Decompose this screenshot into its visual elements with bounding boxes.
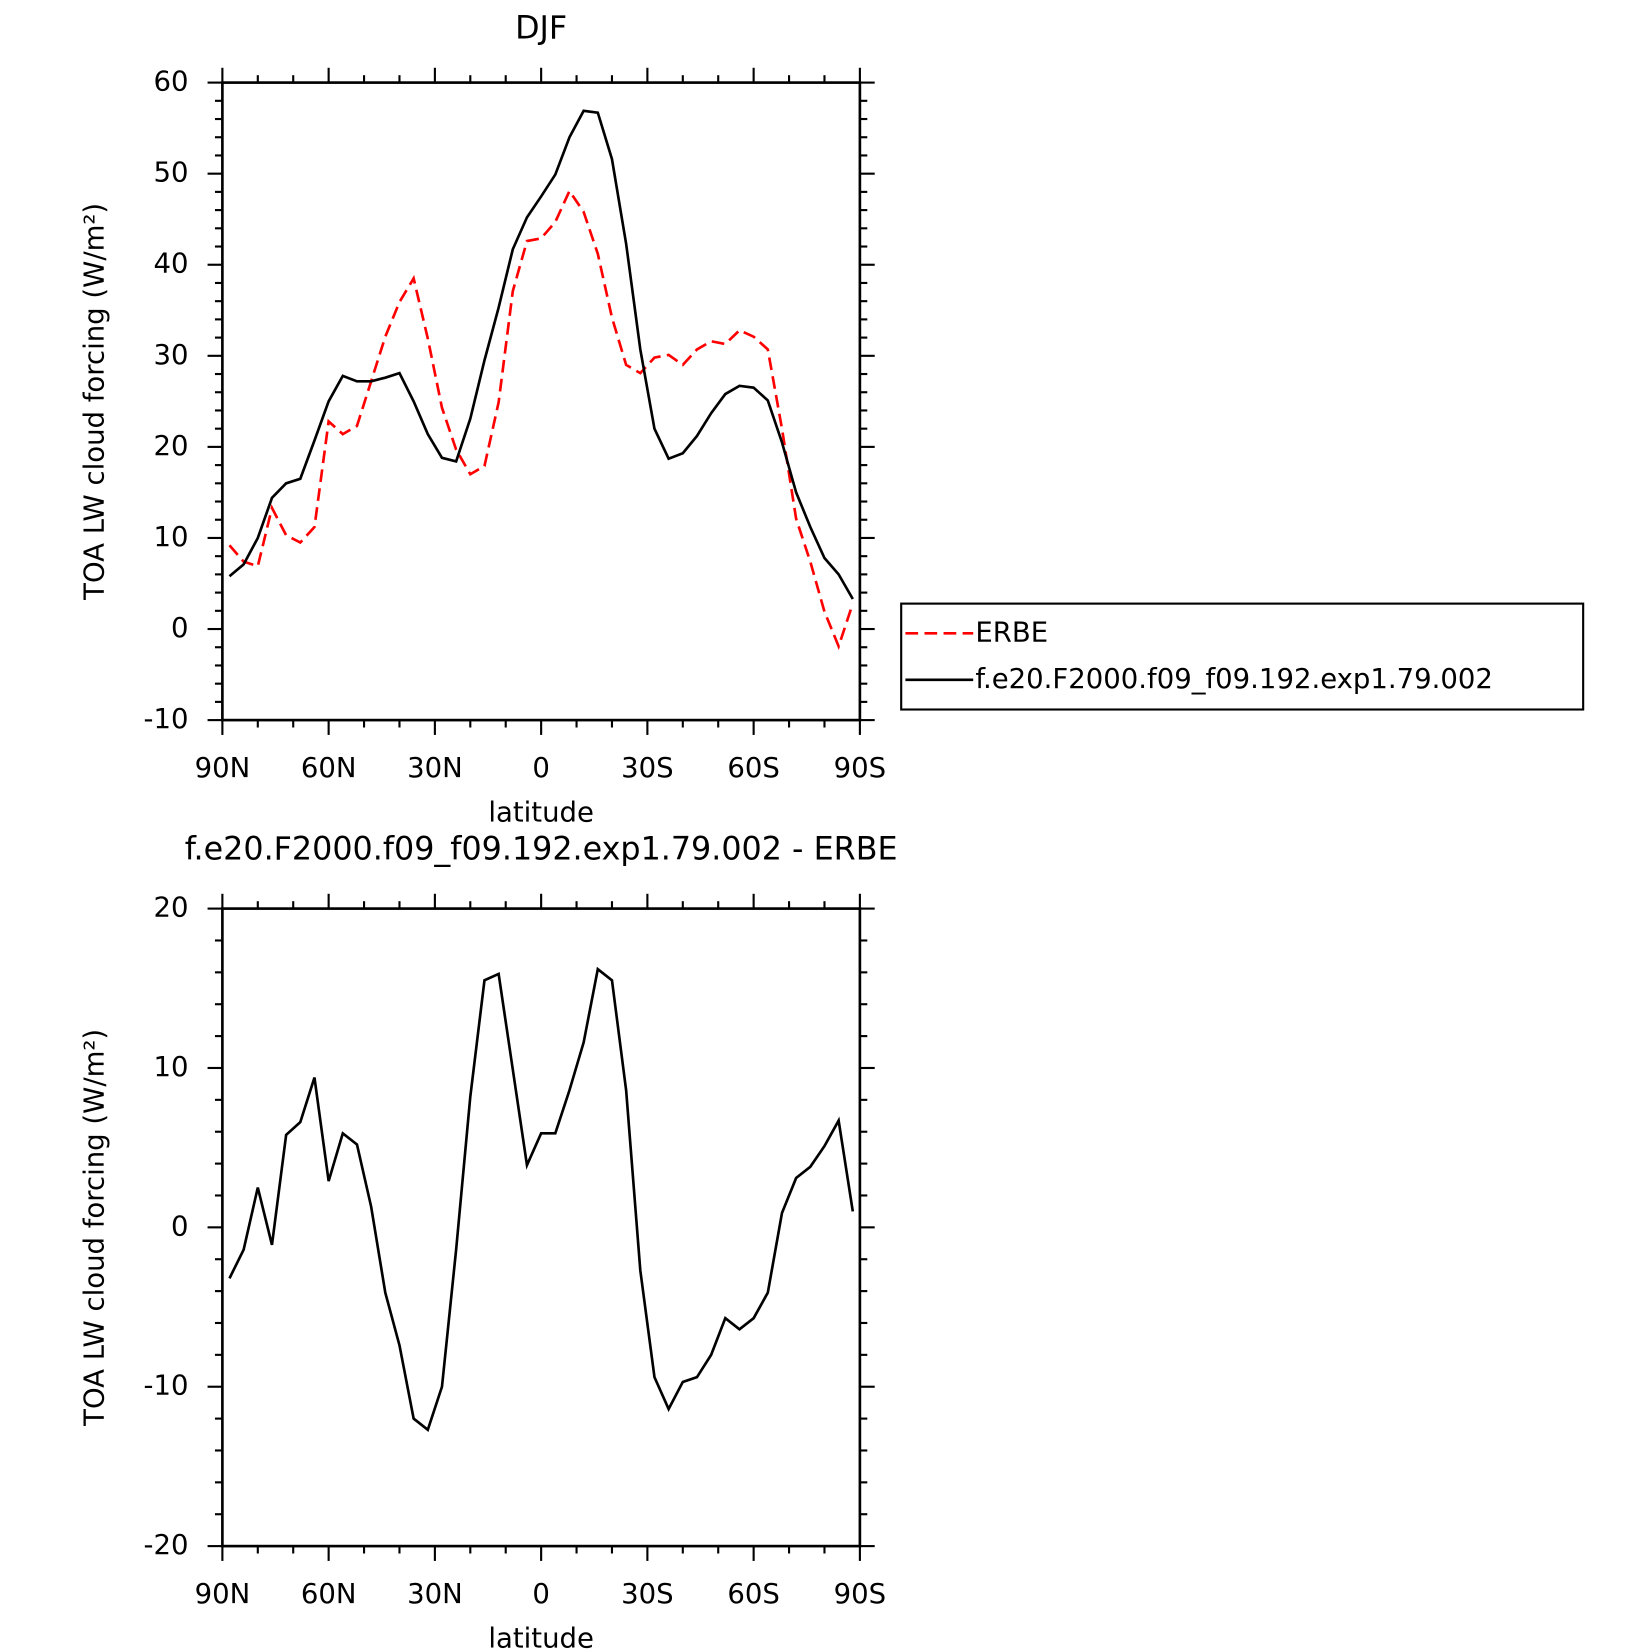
x-tick-label: 60N xyxy=(301,752,357,784)
x-tick-label: 0 xyxy=(532,1578,550,1610)
y-tick-label: 40 xyxy=(153,248,188,280)
legend-label: f.e20.F2000.f09_f09.192.exp1.79.002 xyxy=(975,663,1493,695)
legend-label: ERBE xyxy=(975,616,1048,648)
y-tick-label: 20 xyxy=(153,430,188,462)
y-tick-label: 50 xyxy=(153,157,188,189)
x-tick-label: 30N xyxy=(407,752,463,784)
y-tick-label: 10 xyxy=(153,1051,188,1083)
y-tick-label: -10 xyxy=(144,703,189,735)
x-tick-label: 0 xyxy=(532,752,550,784)
y-tick-label: 30 xyxy=(153,339,188,371)
plot-frame xyxy=(221,81,862,722)
plot-frame xyxy=(221,907,862,1548)
y-axis-label: TOA LW cloud forcing (W/m²) xyxy=(78,1029,110,1427)
data-line xyxy=(228,966,855,1432)
x-tick-label: 90S xyxy=(834,752,886,784)
x-tick-label: 90N xyxy=(195,1578,251,1610)
y-tick-label: 0 xyxy=(171,612,189,644)
data-line xyxy=(228,188,855,651)
x-tick-label: 90N xyxy=(195,752,251,784)
x-tick-label: 30N xyxy=(407,1578,463,1610)
y-tick-label: 0 xyxy=(171,1210,189,1242)
data-line xyxy=(228,109,854,600)
y-tick-label: 20 xyxy=(153,892,188,924)
x-tick-label: 60S xyxy=(727,752,779,784)
y-tick-label: 10 xyxy=(153,521,188,553)
x-axis-label: latitude xyxy=(488,1622,594,1652)
x-tick-label: 90S xyxy=(834,1578,886,1610)
chart-title: f.e20.F2000.f09_f09.192.exp1.79.002 - ER… xyxy=(185,831,898,867)
y-axis-label: TOA LW cloud forcing (W/m²) xyxy=(78,203,110,601)
chart-title: DJF xyxy=(515,11,567,47)
x-tick-label: 30S xyxy=(621,752,673,784)
x-tick-label: 30S xyxy=(621,1578,673,1610)
x-axis-label: latitude xyxy=(488,796,594,828)
y-tick-label: -20 xyxy=(144,1529,189,1561)
x-tick-label: 60N xyxy=(301,1578,357,1610)
y-tick-label: -10 xyxy=(144,1370,189,1402)
legend-box xyxy=(900,602,1585,711)
x-tick-label: 60S xyxy=(727,1578,779,1610)
y-tick-label: 60 xyxy=(153,66,188,98)
